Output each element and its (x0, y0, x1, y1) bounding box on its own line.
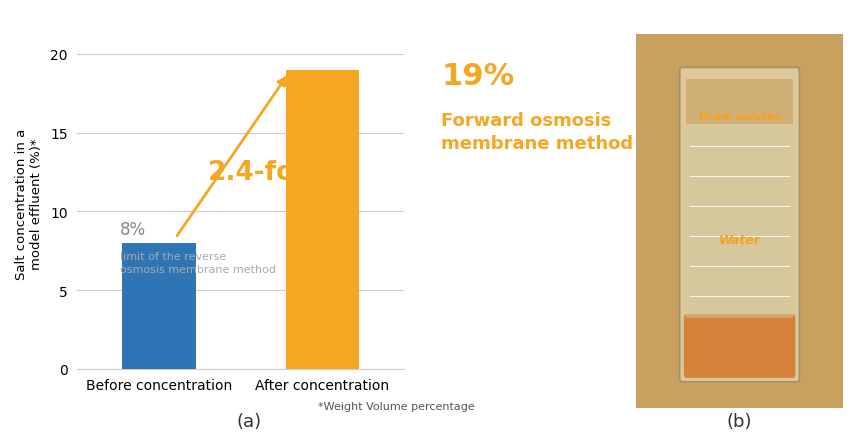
FancyBboxPatch shape (679, 68, 800, 382)
FancyBboxPatch shape (686, 79, 793, 124)
Bar (122, 243, 196, 369)
Text: 8%: 8% (120, 220, 146, 239)
Text: *Weight Volume percentage: *Weight Volume percentage (318, 401, 475, 411)
Text: (a): (a) (237, 412, 262, 430)
Y-axis label: Salt concentration in a
model effluent (%)*: Salt concentration in a model effluent (… (15, 128, 43, 279)
Bar (286, 70, 359, 369)
FancyBboxPatch shape (636, 35, 843, 408)
Text: limit of the reverse
osmosis membrane method: limit of the reverse osmosis membrane me… (120, 251, 276, 274)
Text: Draw solutes: Draw solutes (698, 112, 781, 122)
Text: 2.4-fold: 2.4-fold (208, 160, 323, 186)
FancyBboxPatch shape (684, 315, 796, 378)
Text: (b): (b) (727, 412, 752, 430)
Text: Water: Water (719, 233, 760, 247)
Text: 19%: 19% (441, 62, 514, 91)
Text: Forward osmosis
membrane method: Forward osmosis membrane method (441, 112, 633, 153)
FancyBboxPatch shape (686, 124, 793, 319)
